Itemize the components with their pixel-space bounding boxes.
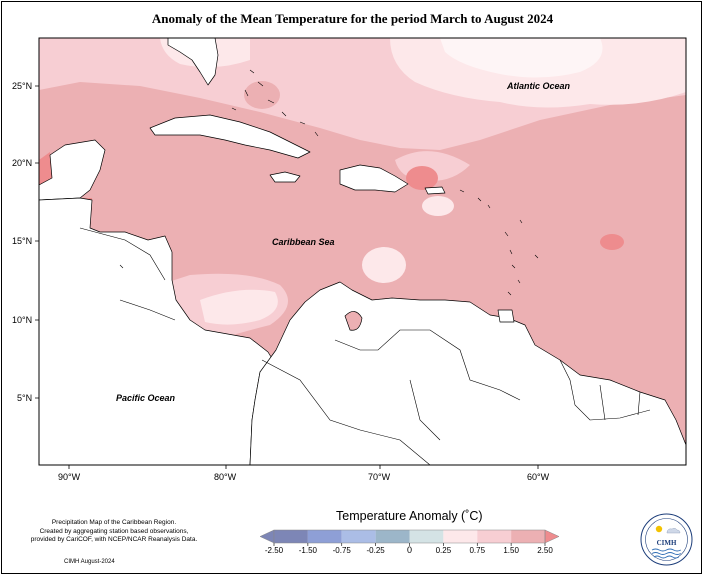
credits-date: CIMH August-2024 — [64, 559, 115, 565]
cloud-icon — [666, 528, 681, 534]
legend-swatch — [274, 530, 308, 543]
credits-line-3: provided by CariCOF, with NCEP/NCAR Rean… — [30, 536, 198, 544]
legend-swatch — [307, 530, 342, 543]
anomaly-spot-hispaniola-warm — [406, 166, 438, 190]
legend-tick-label: 0.25 — [436, 546, 452, 555]
legend-swatch — [409, 530, 444, 543]
legend-swatch — [443, 530, 478, 543]
waves-icon — [651, 548, 682, 559]
legend-tick-label: 0.75 — [469, 546, 485, 555]
anomaly-spot-caribbean — [362, 247, 406, 283]
land-yucatan — [39, 139, 106, 201]
legend-swatch — [375, 530, 410, 543]
anomaly-zone-lighter-southwest — [200, 289, 278, 325]
lat-tick-20: 20°N — [12, 158, 32, 168]
lat-tick-25: 25°N — [12, 81, 32, 91]
anomaly-spot-yucatan-warm — [39, 152, 52, 186]
land-florida — [167, 38, 219, 86]
lat-tick-10: 10°N — [12, 315, 32, 325]
sun-icon — [655, 525, 663, 533]
anomaly-spot-atlantic-warm — [600, 234, 624, 250]
credits-line-2: Created by aggregating station based obs… — [39, 527, 189, 535]
anomaly-spot-puerto-rico — [422, 196, 454, 216]
anomaly-spot-bahamas — [244, 81, 280, 109]
credits-line-1: Precipitation Map of the Caribbean Regio… — [51, 519, 177, 526]
lat-tick-15: 15°N — [12, 236, 32, 246]
land-trinidad — [497, 309, 515, 323]
land-hispaniola — [339, 164, 409, 193]
anomaly-zone-lightest-core — [440, 38, 603, 78]
legend-tick-label: -2.50 — [265, 546, 284, 555]
legend-tick-label: 2.50 — [537, 546, 553, 555]
label-pacific-ocean: Pacific Ocean — [116, 393, 176, 403]
legend-swatch — [341, 530, 376, 543]
lat-tick-5: 5°N — [17, 393, 32, 403]
legend-tick-label: 0 — [407, 545, 412, 555]
map-plot-area — [39, 38, 686, 465]
lon-tick-90: 90°W — [58, 472, 81, 482]
country-borders — [79, 227, 651, 465]
land-cuba — [149, 114, 311, 159]
legend-tick-label: 1.50 — [503, 546, 519, 555]
legend-colorbar: -2.50 -1.50 -0.75 -0.25 0 0.25 0.75 1.50 2.50 — [259, 529, 560, 555]
legend-swatch — [511, 530, 545, 543]
cimh-logo: CIMH — [640, 513, 693, 566]
legend-arrow-left — [259, 529, 275, 544]
map-title: Anomaly of the Mean Temperature for the … — [151, 11, 554, 26]
legend-title: Temperature Anomaly (˚C) — [336, 509, 483, 523]
lon-axis: 90°W 80°W 70°W 60°W — [58, 465, 550, 482]
small-islands — [119, 69, 539, 296]
credits-text: Precipitation Map of the Caribbean Regio… — [14, 519, 214, 545]
lon-tick-80: 80°W — [214, 472, 237, 482]
land-puerto-rico — [424, 186, 446, 195]
lon-tick-60: 60°W — [527, 472, 550, 482]
legend-arrow-right — [544, 529, 560, 544]
lon-tick-70: 70°W — [368, 472, 391, 482]
legend-tick-label: -0.75 — [333, 546, 352, 555]
land-maracaibo-lake — [344, 311, 363, 331]
logo-text: CIMH — [657, 539, 677, 547]
legend-tick-label: -1.50 — [299, 546, 318, 555]
legend-tick-label: -0.25 — [367, 546, 386, 555]
lat-axis: 25°N 20°N 15°N 10°N 5°N — [12, 81, 39, 403]
label-caribbean-sea: Caribbean Sea — [272, 237, 335, 247]
map-border — [38, 37, 687, 466]
label-atlantic-ocean: Atlantic Ocean — [506, 81, 571, 91]
land-jamaica — [269, 171, 301, 183]
legend-swatch — [477, 530, 512, 543]
